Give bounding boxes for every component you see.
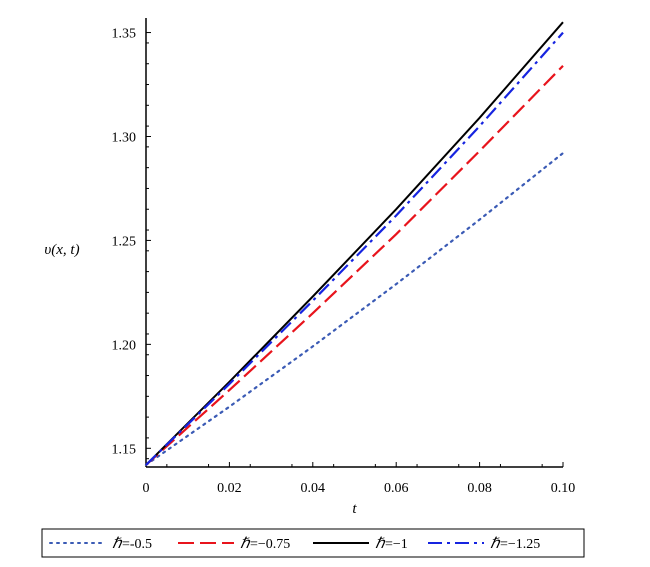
series-line-2 <box>145 65 564 466</box>
series-line-4 <box>145 31 564 466</box>
series-lines <box>144 21 565 466</box>
x-tick-label: 0 <box>143 481 150 496</box>
legend-label: =−1.25 <box>500 537 540 552</box>
legend: ℏ =-0.5 ℏ =−0.75 ℏ =−1 ℏ =−1.25 <box>41 528 585 558</box>
x-ticks: 0 0.02 0.04 0.06 0.08 0.10 <box>143 462 576 496</box>
legend-hbar-symbol: ℏ <box>240 536 251 552</box>
y-tick-label: 1.20 <box>112 338 137 353</box>
legend-hbar-symbol: ℏ <box>490 536 501 552</box>
y-tick-label: 1.35 <box>112 27 137 42</box>
legend-hbar-symbol: ℏ <box>112 536 123 552</box>
legend-label: =−0.75 <box>250 537 290 552</box>
legend-label: =-0.5 <box>122 537 152 552</box>
series-line-3 <box>145 21 564 466</box>
legend-label: =−1 <box>385 537 408 552</box>
y-axis-title: υ(x, t) <box>44 242 79 258</box>
y-ticks: 1.15 1.20 1.25 1.30 1.35 <box>112 27 151 460</box>
y-tick-label: 1.15 <box>112 442 137 457</box>
legend-hbar-symbol: ℏ <box>375 536 386 552</box>
x-tick-label: 0.04 <box>301 481 326 496</box>
y-tick-label: 1.30 <box>112 130 137 145</box>
x-tick-label: 0.02 <box>217 481 242 496</box>
x-tick-label: 0.06 <box>384 481 409 496</box>
y-tick-label: 1.25 <box>112 234 137 249</box>
plot-area: 0 0.02 0.04 0.06 0.08 0.10 1.151.201.251.301.… <box>112 18 576 496</box>
x-axis-title: t <box>352 501 357 517</box>
x-tick-label: 0.08 <box>467 481 492 496</box>
x-tick-label: 0.10 <box>551 481 576 496</box>
series-line-1 <box>144 152 565 466</box>
